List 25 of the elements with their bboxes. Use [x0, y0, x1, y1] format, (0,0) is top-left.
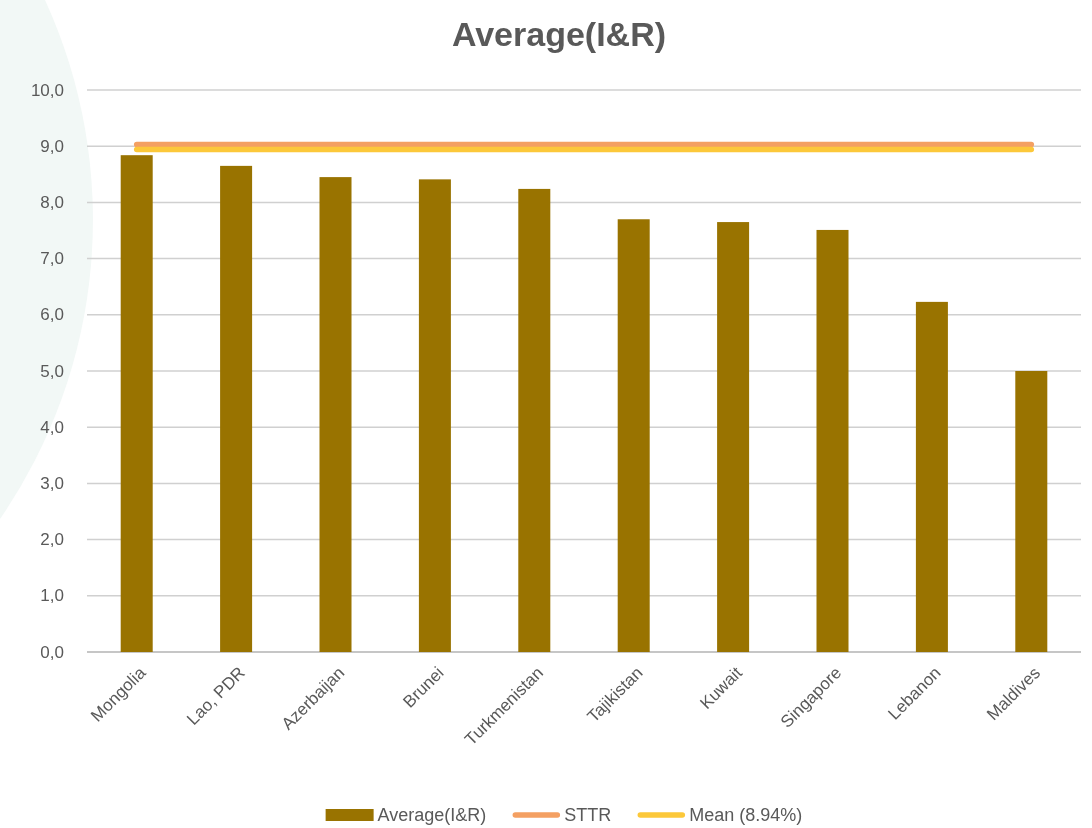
y-tick-label: 1,0 [40, 586, 64, 606]
y-tick-label: 0,0 [40, 642, 64, 662]
bar [915, 301, 948, 652]
y-tick-label: 5,0 [40, 361, 64, 381]
bar [220, 165, 253, 652]
legend-label: Mean (8.94%) [689, 805, 803, 825]
bar [319, 177, 352, 652]
bar [418, 179, 451, 652]
legend-label: STTR [564, 805, 612, 825]
bar [617, 219, 650, 652]
bar [1015, 371, 1048, 652]
legend-label: Average(I&R) [377, 805, 487, 825]
y-tick-label: 6,0 [40, 305, 64, 325]
y-tick-label: 3,0 [40, 473, 64, 493]
y-tick-label: 8,0 [40, 192, 64, 212]
y-tick-label: 7,0 [40, 249, 64, 269]
y-tick-label: 2,0 [40, 530, 64, 550]
y-tick-label: 9,0 [40, 136, 64, 156]
bar [816, 229, 849, 652]
bar [518, 188, 551, 652]
bar [717, 222, 750, 652]
bar [120, 155, 153, 652]
chart-title: Average(I&R) [451, 15, 667, 53]
y-tick-label: 10,0 [30, 80, 64, 100]
y-tick-label: 4,0 [40, 417, 64, 437]
